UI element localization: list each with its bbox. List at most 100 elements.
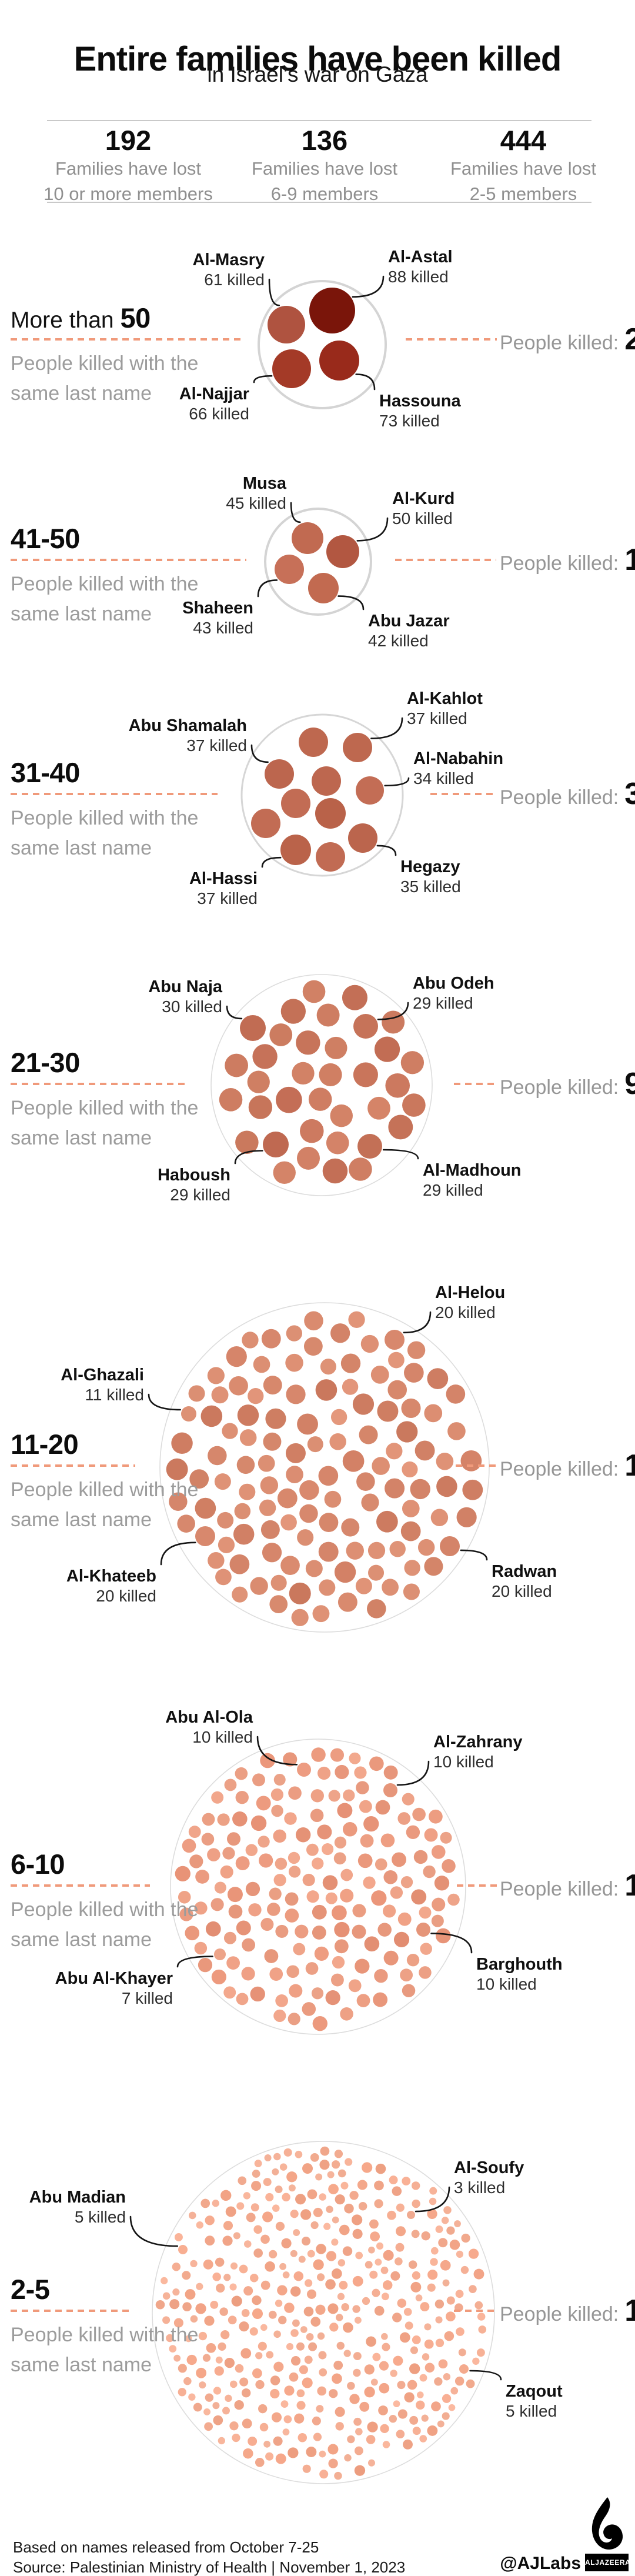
aljazeera-badge: ALJAZEERA (585, 2554, 630, 2571)
family-dot (273, 2361, 284, 2372)
family-dot (368, 1564, 385, 1581)
family-dot (162, 2292, 171, 2300)
family-dot (427, 1368, 449, 1389)
people-killed-total: People killed: 1,348 (500, 1868, 635, 1903)
family-dot (230, 2380, 238, 2388)
family-name-label: Al-Astal (388, 248, 453, 266)
family-dot (250, 2203, 259, 2212)
family-dot (219, 1088, 243, 1112)
callout-connector (160, 1541, 196, 1566)
family-name-label: Abu Al-Ola (165, 1708, 253, 1727)
family-dot (155, 2300, 165, 2310)
family-dot (291, 1609, 309, 1626)
family-dot (377, 1923, 392, 1937)
people-killed-label: People killed: (500, 786, 619, 809)
family-dot (222, 1847, 235, 1860)
family-dot (318, 2351, 327, 2360)
family-dot (236, 1920, 251, 1936)
family-dot (419, 1966, 432, 1979)
family-dot (370, 2378, 378, 2386)
left-dashed-line (11, 338, 242, 341)
family-dot (316, 2273, 325, 2281)
family-dot (315, 1379, 337, 1401)
family-dot (335, 2422, 344, 2431)
family-dot (405, 2321, 413, 2330)
family-dot (429, 2187, 437, 2195)
family-dot (458, 2348, 466, 2357)
family-dot (404, 2392, 415, 2403)
callout-hegazy: Hegazy 35 killed (400, 857, 461, 896)
family-dot (211, 1386, 229, 1404)
family-dot (308, 2342, 317, 2351)
family-dot (169, 1492, 188, 1511)
range-value: 41-50 (11, 523, 80, 554)
family-dot (242, 1938, 256, 1952)
callout-barghouth: Barghouth 10 killed (476, 1955, 563, 1994)
family-dot (239, 2377, 249, 2387)
family-dot (325, 1990, 340, 2006)
family-dot (389, 1541, 406, 1557)
family-dot (386, 1443, 403, 1460)
killed-count-label: 3 killed (454, 2178, 506, 2197)
family-dot (364, 2387, 375, 2398)
family-dot (409, 2363, 420, 2374)
family-dot (178, 2388, 186, 2397)
family-dot (374, 2305, 385, 2316)
family-dot (223, 1931, 237, 1944)
family-dot (212, 2199, 220, 2207)
family-dot (303, 2307, 314, 2317)
family-dot (300, 2326, 308, 2333)
family-dot (272, 2168, 279, 2175)
family-dot (258, 1836, 270, 1848)
family-dot (243, 2286, 253, 2296)
family-dot (215, 2257, 225, 2267)
family-dot (332, 1905, 347, 1921)
family-dot (276, 1086, 302, 1113)
family-dot (260, 2280, 270, 2290)
family-dot (269, 1595, 288, 1613)
family-dot (356, 1994, 370, 2008)
family-dot (312, 1857, 324, 1870)
family-dot (375, 2163, 386, 2174)
family-dot (235, 1856, 250, 1871)
family-dot-al-madhoun (357, 1134, 382, 1159)
family-dot (205, 2235, 215, 2246)
family-dot (299, 1504, 318, 1523)
family-dot (263, 1432, 282, 1451)
family-dot (425, 2363, 435, 2373)
family-dot (239, 1429, 257, 1446)
family-dot (445, 2311, 456, 2322)
family-dot-al-najjar (272, 349, 311, 388)
family-dot (403, 1363, 424, 1383)
family-dot (364, 1936, 380, 1952)
killed-count-label: 10 killed (192, 1728, 253, 1746)
family-dot (456, 2327, 464, 2336)
stat-line1: Families have lost (450, 158, 597, 179)
family-dot (354, 1766, 367, 1779)
family-dot (262, 1543, 282, 1563)
family-dot (248, 1388, 264, 1404)
callout-al-kahlot: Al-Kahlot 37 killed (407, 689, 483, 728)
family-dot (295, 1827, 311, 1843)
callout-al-helou: Al-Helou 20 killed (435, 1283, 505, 1322)
family-dot (264, 2154, 272, 2162)
family-dot (243, 2448, 253, 2459)
family-dot (347, 2435, 355, 2444)
family-dot (353, 2352, 362, 2361)
family-dot (269, 1887, 282, 1900)
family-dot (311, 1747, 326, 1762)
callout-connector (356, 517, 389, 542)
family-dot (166, 2334, 174, 2343)
family-dot (352, 2214, 363, 2225)
family-dot (198, 1958, 213, 1973)
callout-connector (377, 1002, 409, 1020)
family-dot (358, 2201, 367, 2211)
family-dot (319, 2450, 326, 2458)
family-dot (223, 2274, 231, 2281)
killed-count-label: 37 killed (197, 889, 258, 907)
family-dot (190, 2315, 198, 2323)
family-dot (348, 1311, 365, 1328)
family-dot (328, 1790, 340, 1802)
family-dot (319, 1513, 339, 1533)
